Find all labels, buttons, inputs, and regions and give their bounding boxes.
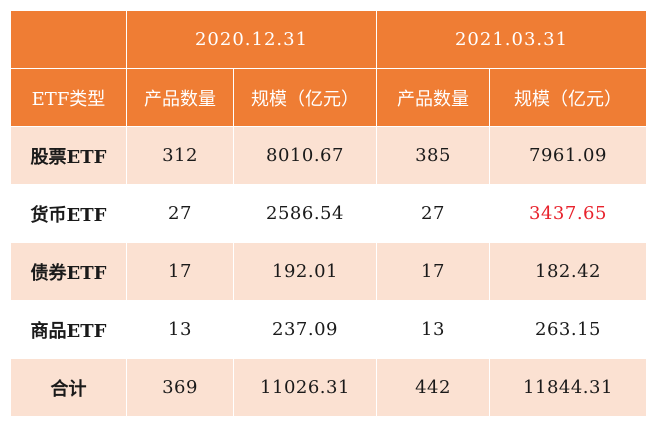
row-type-label: 货币ETF [10,184,127,243]
header-etf-type: ETF类型 [10,68,127,127]
header-corner-cell [10,10,127,69]
cell-count-2020: 13 [126,300,234,359]
cell-count-2020: 369 [126,358,234,417]
table-row-money-etf: 货币ETF 27 2586.54 27 3437.65 [10,184,647,243]
etf-scale-table: 2020.12.31 2021.03.31 ETF类型 产品数量 规模（亿元） … [10,10,647,417]
table-row-stock-etf: 股票ETF 312 8010.67 385 7961.09 [10,126,647,185]
row-type-label: 股票ETF [10,126,127,185]
cell-count-2020: 17 [126,242,234,301]
etf-table-container: 2020.12.31 2021.03.31 ETF类型 产品数量 规模（亿元） … [10,10,647,417]
header-count-2020: 产品数量 [126,68,234,127]
cell-scale-2020: 237.09 [233,300,377,359]
row-type-label: 合计 [10,358,127,417]
cell-count-2021: 385 [376,126,490,185]
header-scale-2020: 规模（亿元） [233,68,377,127]
cell-scale-2021-highlight: 3437.65 [489,184,647,243]
table-row-total: 合计 369 11026.31 442 11844.31 [10,358,647,417]
cell-scale-2020: 8010.67 [233,126,377,185]
row-type-label: 商品ETF [10,300,127,359]
cell-scale-2020: 2586.54 [233,184,377,243]
cell-count-2021: 13 [376,300,490,359]
cell-count-2020: 27 [126,184,234,243]
header-period-2020: 2020.12.31 [126,10,377,69]
cell-scale-2021: 182.42 [489,242,647,301]
header-period-2021: 2021.03.31 [376,10,647,69]
cell-count-2021: 27 [376,184,490,243]
header-row-periods: 2020.12.31 2021.03.31 [10,10,647,69]
header-count-2021: 产品数量 [376,68,490,127]
cell-scale-2020: 11026.31 [233,358,377,417]
header-scale-2021: 规模（亿元） [489,68,647,127]
cell-scale-2021: 11844.31 [489,358,647,417]
table-row-bond-etf: 债券ETF 17 192.01 17 182.42 [10,242,647,301]
cell-scale-2021: 7961.09 [489,126,647,185]
cell-count-2021: 17 [376,242,490,301]
table-row-commodity-etf: 商品ETF 13 237.09 13 263.15 [10,300,647,359]
cell-scale-2021: 263.15 [489,300,647,359]
table-body: 股票ETF 312 8010.67 385 7961.09 货币ETF 27 2… [10,126,647,417]
row-type-label: 债券ETF [10,242,127,301]
cell-scale-2020: 192.01 [233,242,377,301]
header-row-columns: ETF类型 产品数量 规模（亿元） 产品数量 规模（亿元） [10,68,647,127]
cell-count-2020: 312 [126,126,234,185]
table-header: 2020.12.31 2021.03.31 ETF类型 产品数量 规模（亿元） … [10,10,647,127]
cell-count-2021: 442 [376,358,490,417]
